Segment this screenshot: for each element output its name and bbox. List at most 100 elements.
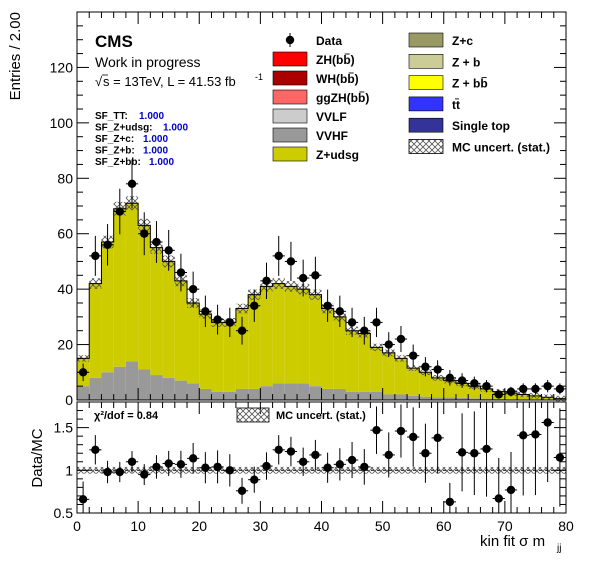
stack-bar [273, 284, 285, 384]
ratio-point [140, 470, 148, 478]
stack-bar [297, 383, 309, 400]
stack-bar [285, 286, 297, 383]
data-point [336, 307, 344, 315]
svg-text:-1: -1 [255, 72, 263, 82]
ratio-point [543, 418, 551, 426]
ratio-point [311, 451, 319, 459]
ratio-point [495, 494, 503, 502]
stack-bar [395, 358, 407, 394]
stack-bar [77, 386, 89, 400]
ratio-point [421, 449, 429, 457]
y-tick-label: 120 [50, 59, 74, 75]
ratio-x-tick-label: 30 [253, 518, 269, 534]
chi2-label: χ²/dof = 0.84 [94, 410, 159, 422]
scale-factor-name: SF_Z+udsg: [95, 123, 153, 134]
stack-bar [101, 372, 113, 400]
ratio-y-tick-label: 1 [65, 462, 73, 478]
data-point [116, 207, 124, 215]
data-point [140, 230, 148, 238]
stack-bar [370, 392, 382, 400]
y-tick-label: 100 [50, 115, 74, 131]
legend-entry: Single top [409, 118, 510, 133]
data-point [397, 335, 405, 343]
data-point [164, 246, 172, 254]
stack-bar [432, 378, 444, 397]
data-point [385, 340, 393, 348]
data-point [372, 318, 380, 326]
legend-swatch [273, 109, 307, 123]
legend-label: MC uncert. (stat.) [452, 141, 550, 155]
ratio-point [470, 449, 478, 457]
scale-factor-name: SF_Z+b: [95, 146, 135, 157]
data-point [287, 257, 295, 265]
ratio-y-tick-label: 0.5 [54, 505, 74, 521]
ratio-point [397, 427, 405, 435]
legend-label: Data [316, 34, 342, 48]
ratio-x-tick-label: 50 [375, 518, 391, 534]
ratio-x-tick-label: 60 [436, 518, 452, 534]
ratio-point [519, 431, 527, 439]
legend-label: ZH(bb) [316, 53, 355, 67]
ratio-point [482, 445, 490, 453]
data-point [275, 252, 283, 260]
stack-bar [346, 331, 358, 392]
data-point [507, 387, 515, 395]
stack-bar [211, 392, 223, 400]
main-legend: Data ZH(bb) WH(bb) ggZH(bb) VVLF VVHF Z+udsg Z+… [273, 33, 550, 162]
legend-label: WH(bb) [316, 72, 359, 86]
ratio-point [556, 453, 564, 461]
ratio-point [91, 446, 99, 454]
scale-factor-name: SF_Z+c: [95, 134, 134, 145]
stack-bar [285, 383, 297, 400]
data-point [421, 363, 429, 371]
stack-bar [395, 394, 407, 400]
ratio-x-tick-label: 20 [191, 518, 207, 534]
stack-bar [260, 386, 272, 400]
ratio-point [531, 430, 539, 438]
legend-entry: VVLF [273, 109, 347, 124]
ratio-point [226, 466, 234, 474]
stack-bar [309, 295, 321, 386]
stack-bar [358, 392, 370, 400]
data-point [495, 390, 503, 398]
scale-factor-name: SF_TT: [95, 111, 128, 122]
data-point [519, 385, 527, 393]
data-point [470, 379, 478, 387]
stack-bar [260, 286, 272, 386]
stack-bar [248, 389, 260, 400]
ratio-point [128, 458, 136, 466]
ratio-x-tick-label: 80 [558, 518, 574, 534]
legend-entry: Z+udsg [273, 147, 359, 162]
energy-lumi-label: √ s = 13TeV, L = 41.53 fb -1 [95, 72, 263, 89]
legend-label: VVLF [316, 110, 347, 124]
data-point [433, 365, 441, 373]
data-point [299, 274, 307, 282]
legend-label: Z+c [452, 34, 473, 48]
legend-entry: WH(bb) [273, 71, 359, 86]
data-point [128, 180, 136, 188]
legend-swatch [273, 128, 307, 142]
ratio-point [360, 463, 368, 471]
stack-bar [383, 394, 395, 400]
stack-bar [407, 396, 419, 400]
ratio-point [348, 456, 356, 464]
legend-label: Single top [452, 119, 510, 133]
legend-label: Z + b [452, 55, 480, 69]
legend-entry: Z + b [409, 54, 480, 69]
stack-bar [199, 389, 211, 400]
y-tick-label: 80 [57, 170, 73, 186]
legend-label: Z + bb [452, 77, 488, 91]
data-point [446, 374, 454, 382]
stack-bar [334, 317, 346, 389]
legend-label: tt [452, 98, 460, 112]
data-point [213, 315, 221, 323]
data-point [201, 307, 209, 315]
ratio-x-tick-label: 70 [497, 518, 513, 534]
ratio-point [152, 463, 160, 471]
y-tick-label: 40 [57, 281, 73, 297]
ratio-point [238, 487, 246, 495]
ratio-x-axis-label: kin fit σ m jj [480, 533, 561, 554]
ratio-point [287, 447, 295, 455]
ratio-point [433, 434, 441, 442]
